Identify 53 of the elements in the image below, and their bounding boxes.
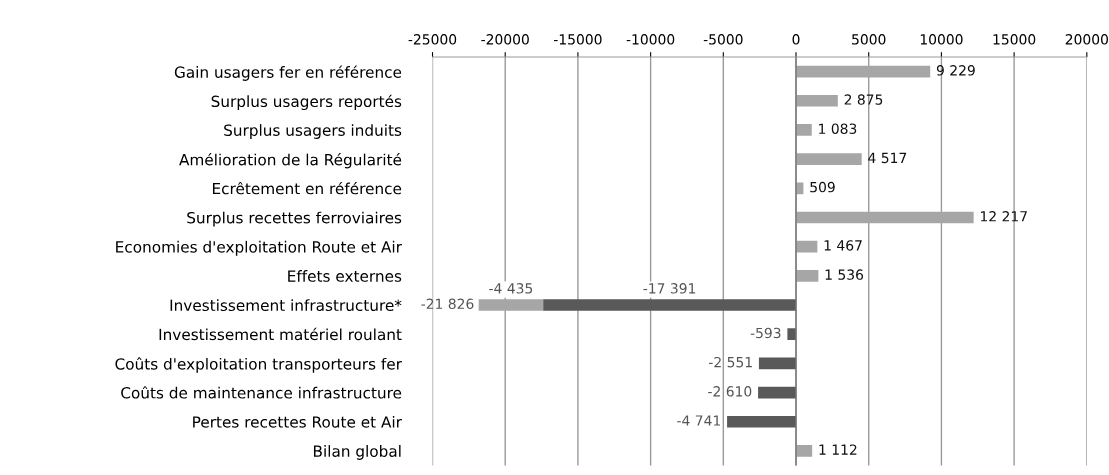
y-tick-label: Economies d'exploitation Route et Air bbox=[116, 240, 402, 256]
bar bbox=[543, 299, 797, 311]
bar bbox=[758, 386, 797, 399]
data-label: 1 083 bbox=[819, 123, 857, 134]
bar bbox=[796, 270, 819, 282]
y-tick-label: Surplus usagers reportés bbox=[211, 94, 402, 111]
data-label: 1 536 bbox=[825, 269, 864, 280]
bar bbox=[796, 445, 813, 457]
data-label: 9 229 bbox=[936, 65, 975, 76]
data-label: 1 467 bbox=[824, 240, 862, 251]
data-label: -593 bbox=[750, 327, 781, 339]
bar bbox=[796, 211, 974, 224]
data-label: 2 875 bbox=[844, 94, 883, 105]
y-tick-label: Gain usagers fer en référence bbox=[174, 65, 402, 81]
x-tick-label: 10000 bbox=[920, 34, 963, 45]
x-tick-label: -10000 bbox=[626, 34, 675, 45]
bar bbox=[787, 328, 797, 341]
y-tick-label: Surplus recettes ferroviaires bbox=[187, 211, 402, 227]
data-label: -17 391 bbox=[643, 283, 696, 294]
x-tick-label: 20000 bbox=[1065, 34, 1108, 45]
data-label: 1 112 bbox=[819, 444, 857, 455]
y-tick-label: Coûts d'exploitation transporteurs fer bbox=[115, 357, 402, 373]
bar bbox=[796, 65, 931, 78]
data-label: 4 517 bbox=[868, 152, 907, 164]
y-tick-label: Pertes recettes Route et Air bbox=[193, 415, 402, 428]
data-label: -4 435 bbox=[489, 283, 533, 294]
bar bbox=[796, 124, 812, 136]
y-tick-label: Amélioration de la Régularité bbox=[179, 153, 402, 169]
data-label: 509 bbox=[810, 181, 835, 193]
x-tick-label: 15000 bbox=[993, 34, 1036, 45]
y-tick-label: Coûts de maintenance infrastructure bbox=[121, 386, 402, 399]
y-tick-label: Investissement matériel roulant bbox=[159, 327, 402, 341]
x-tick-label: 0 bbox=[792, 34, 800, 45]
y-tick-label: Investissement infrastructure* bbox=[170, 299, 402, 312]
x-tick-label: -20000 bbox=[481, 34, 529, 45]
data-label: -4 741 bbox=[677, 415, 720, 426]
bar bbox=[727, 415, 797, 428]
data-label: 12 217 bbox=[981, 211, 1027, 222]
y-tick-label: Effets externes bbox=[288, 270, 402, 282]
x-tick-label: -5000 bbox=[703, 34, 743, 45]
x-tick-label: -25000 bbox=[408, 34, 457, 45]
bar bbox=[478, 299, 544, 311]
y-tick-label: Surplus usagers induits bbox=[224, 124, 402, 139]
bar bbox=[796, 94, 838, 107]
bar bbox=[796, 153, 862, 165]
y-tick-label: Ecrêtement en référence bbox=[212, 181, 402, 195]
bar bbox=[758, 357, 797, 370]
x-tick-label: -15000 bbox=[553, 34, 602, 45]
y-tick-label: Bilan global bbox=[313, 445, 401, 460]
x-tick-label: 5000 bbox=[852, 34, 886, 45]
total-label: -21 826 bbox=[421, 298, 474, 310]
data-label: -2 551 bbox=[709, 356, 752, 368]
data-label: -2 610 bbox=[708, 386, 752, 397]
